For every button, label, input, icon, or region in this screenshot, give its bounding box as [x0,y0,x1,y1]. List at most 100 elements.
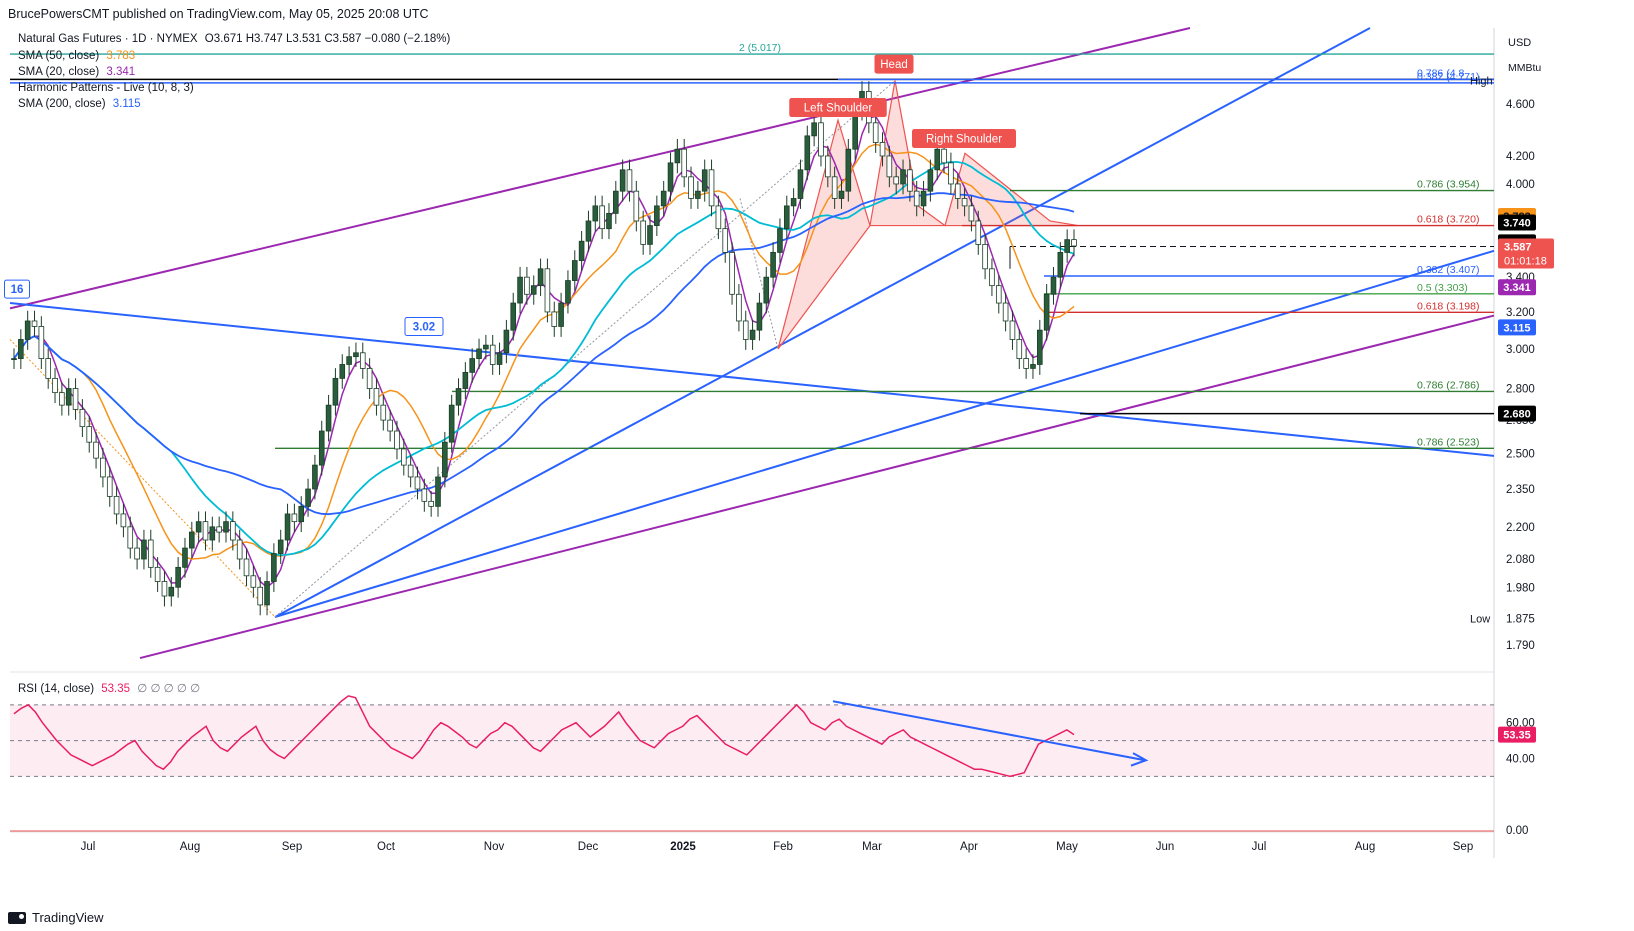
candle-body [250,575,257,588]
annotation-box-0 [874,54,914,74]
price-tick-label-1: 4.200 [1506,151,1535,163]
legend-sma20[interactable]: SMA (20, close) 3.341 [18,66,135,78]
fib-label-6: 0.5 (3.303) [1417,282,1468,294]
time-tick-label-8: Mar [862,841,882,853]
candle-body [797,169,804,199]
annotation-box-2 [912,128,1016,148]
candle-body [551,311,558,327]
candle-body [414,476,421,490]
legend-sma50[interactable]: SMA (50, close) 3.783 [18,50,135,62]
time-tick-label-7: Feb [773,841,793,853]
candle-body [1037,329,1043,365]
annotation-label-4: 16 [11,284,24,296]
fib-diagonal [274,80,896,618]
low-value: 1.875 [1506,614,1535,626]
high-label: High [1470,76,1493,88]
low-label: Low [1470,614,1490,626]
price-tick-label-11: 2.200 [1506,522,1535,534]
candle-body [558,302,564,327]
candle-body [606,212,612,230]
candle-body [387,419,393,432]
legend-symbol-name: Natural Gas Futures · 1D · NYMEX [18,33,198,45]
legend-sma200-label: SMA (200, close) [18,98,106,110]
candle-body [633,190,640,222]
descending-trendline [9,302,1495,457]
rsi-arrowhead [1130,752,1149,767]
candle-body [195,521,202,533]
sma200-line [13,192,1075,516]
time-tick-label-11: Jun [1156,841,1175,853]
candle-body [975,220,982,245]
candle-body [749,329,756,340]
time-tick-label-6: 2025 [670,841,696,853]
candle-body [428,500,434,507]
time-tick-label-10: May [1056,841,1078,853]
fib-label-4: 0.618 (3.720) [1417,214,1479,226]
price-tick-label-2: 4.000 [1506,179,1535,191]
candle-body [619,169,626,192]
candle-body [435,476,441,507]
candle-body [65,388,72,406]
candle-body [722,228,729,253]
candle-body [230,521,236,541]
candle-body [496,352,503,365]
candle-body [339,364,346,379]
candle-body [462,371,469,389]
candle-body [489,344,496,365]
candle-body [380,404,387,421]
candle-body [373,388,380,406]
candle-body [934,148,941,171]
rsi-tick-label-1: 40.00 [1506,753,1535,765]
legend-harmonic-label: Harmonic Patterns - Live (10, 8, 3) [18,82,194,94]
annotation-box-4 [4,279,30,299]
annotation-label-3: 3.02 [413,321,435,333]
time-tick-label-13: Aug [1355,841,1375,853]
candle-body [100,457,106,478]
candle-body [660,190,667,207]
fib-label-7: 0.618 (3.198) [1417,300,1479,312]
candle-body [825,155,831,178]
legend-symbol[interactable]: Natural Gas Futures · 1D · NYMEX O3.671 … [18,33,450,45]
tradingview-footer[interactable]: TradingView [8,910,104,925]
countdown-text: 01:01:18 [1504,255,1547,267]
price-axis[interactable]: 4.6004.2004.0003.6003.4003.2003.0002.800… [1498,37,1554,652]
candle-body [571,260,578,281]
candle-body [886,155,893,178]
legend-sma200[interactable]: SMA (200, close) 3.115 [18,98,141,110]
rsi-band [10,704,1494,777]
current-price-text: 3.587 [1504,241,1532,253]
price-badge-text-5: 2.680 [1503,409,1531,421]
fib-label-8: 0.786 (2.786) [1417,379,1479,391]
candle-body [667,162,674,192]
rsi-value-badge [1498,726,1536,743]
candle-body [264,581,270,606]
candle-body [524,276,530,295]
candle-body [161,581,168,597]
price-tick-label-5: 3.200 [1506,307,1535,319]
candle-body [448,404,455,443]
candle-body [72,388,79,410]
candle-body [277,539,284,554]
candle-body [284,513,291,541]
legend-rsi-value: 53.35 [101,683,131,695]
price-badge-4 [1498,319,1536,336]
harmonic-leg-2 [739,198,779,350]
candle-body [1030,364,1036,369]
legend-rsi[interactable]: RSI (14, close) 53.35 ∅ ∅ ∅ ∅ ∅ [18,681,200,695]
time-tick-label-12: Jul [1252,841,1267,853]
rsi-tick-label-2: 0.00 [1506,825,1528,837]
sma100-line [13,161,1075,557]
candle-body [592,205,599,222]
legend-harmonic[interactable]: Harmonic Patterns - Live (10, 8, 3) [18,82,194,94]
candle-body [804,135,811,171]
time-axis[interactable]: Jul Aug Sep Oct Nov Dec 2025 Feb Mar Apr May Jun Jul… [81,841,1474,853]
candle-body [394,430,400,450]
candle-body [1016,339,1023,359]
time-tick-label-1: Aug [180,841,200,853]
candle-body [31,320,38,327]
candle-body [318,430,325,466]
legend-sma200-value: 3.115 [112,98,141,110]
current-price-badge [1498,238,1554,269]
candle-body [346,356,352,365]
